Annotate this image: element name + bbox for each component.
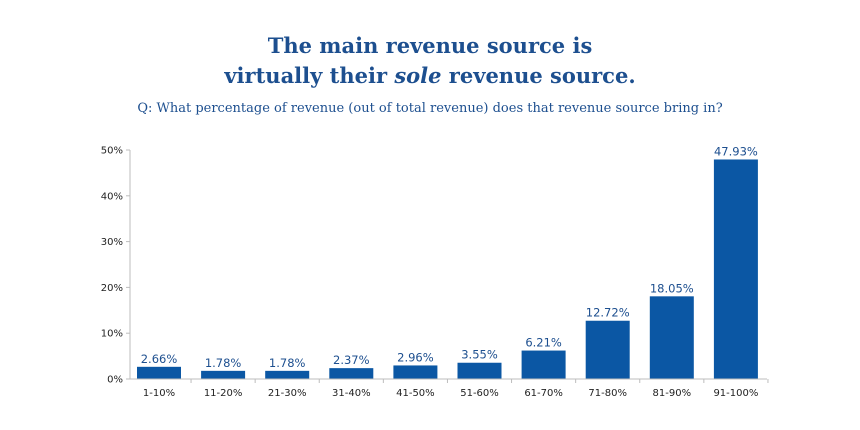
title-line-2-prefix: virtually their (224, 63, 395, 88)
bar-21-30 (265, 370, 310, 379)
x-tick-label: 41-50% (396, 388, 435, 399)
bar-31-40 (329, 368, 374, 379)
y-tick-label: 10% (101, 329, 123, 340)
x-tick-label: 91-100% (713, 388, 758, 399)
x-tick-label: 21-30% (268, 388, 307, 399)
data-label: 6.21% (525, 336, 562, 350)
data-label: 1.78% (205, 356, 242, 370)
bar-41-50 (393, 365, 438, 379)
y-tick-label: 50% (101, 146, 123, 157)
title-line-1: The main revenue source is (267, 33, 593, 58)
x-tick-label: 71-80% (588, 388, 627, 399)
y-tick-label: 0% (107, 375, 123, 386)
data-label: 3.55% (461, 348, 498, 362)
title-line-2: virtually their sole revenue source. (0, 61, 860, 91)
data-label: 2.66% (141, 352, 178, 366)
x-tick-label: 1-10% (143, 388, 175, 399)
data-label: 12.72% (586, 306, 630, 320)
data-label: 47.93% (714, 144, 758, 158)
chart-subtitle: Q: What percentage of revenue (out of to… (137, 101, 723, 116)
bar-71-80 (585, 320, 630, 379)
title-emphasis: sole (394, 63, 442, 88)
y-tick-label: 40% (101, 191, 123, 202)
data-label: 2.37% (333, 353, 370, 367)
title-line-2-suffix: revenue source. (441, 63, 636, 88)
bar-61-70 (521, 350, 566, 379)
data-label: 1.78% (269, 356, 306, 370)
bar-81-90 (649, 296, 694, 379)
x-tick-label: 51-60% (460, 388, 499, 399)
chart-title: The main revenue source is virtually the… (0, 31, 860, 91)
x-tick-label: 81-90% (653, 388, 692, 399)
data-label: 2.96% (397, 350, 434, 364)
x-tick-label: 31-40% (332, 388, 371, 399)
data-label: 18.05% (650, 281, 694, 295)
bar-1-10 (137, 366, 181, 379)
bar-51-60 (457, 362, 502, 379)
x-tick-label: 11-20% (204, 388, 243, 399)
bar-91-100 (713, 159, 758, 379)
x-tick-label: 61-70% (524, 388, 563, 399)
y-tick-label: 20% (101, 283, 123, 294)
y-tick-label: 30% (101, 237, 123, 248)
bar-11-20 (201, 370, 246, 379)
